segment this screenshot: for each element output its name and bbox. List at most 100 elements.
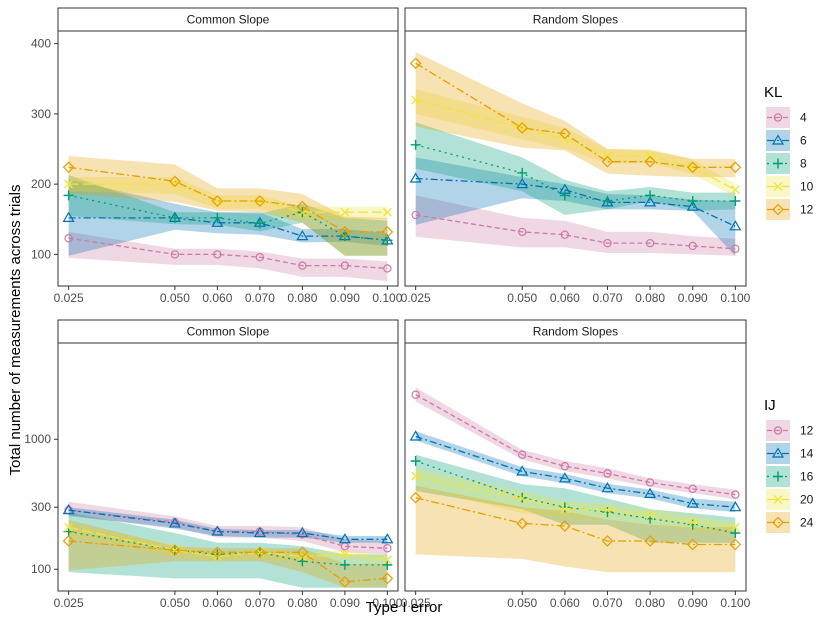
x-tick-label: 0.080	[635, 596, 665, 610]
ribbon-KL-10	[68, 177, 388, 220]
ribbon-KL-12	[415, 52, 736, 178]
point-IJ-14	[296, 526, 309, 538]
point-IJ-16	[410, 456, 421, 467]
point-KL-10	[730, 185, 740, 195]
ribbon-IJ-24	[415, 485, 736, 573]
point-IJ-24	[644, 535, 656, 547]
point-IJ-24	[254, 546, 266, 559]
point-IJ-16	[339, 559, 350, 570]
point-KL-4	[170, 250, 180, 259]
point-IJ-12	[645, 478, 655, 487]
point-KL-4	[383, 264, 392, 273]
point-KL-4	[213, 250, 222, 259]
line-IJ-12	[415, 394, 736, 496]
point-IJ-14	[381, 533, 394, 544]
point-IJ-16	[559, 502, 570, 513]
legend-label: 16	[800, 470, 814, 484]
point-IJ-20	[730, 522, 740, 532]
x-tick-label: 0.070	[245, 291, 275, 305]
y-tick-label: 200	[31, 177, 51, 191]
y-tick-label: 100	[31, 247, 51, 261]
line-KL-4	[68, 237, 388, 270]
point-IJ-12	[731, 490, 740, 499]
panel-title: Common Slope	[187, 13, 270, 27]
ribbon-KL-8	[415, 122, 736, 215]
point-IJ-14	[409, 430, 422, 441]
point-IJ-14	[729, 501, 742, 512]
point-IJ-24	[729, 538, 742, 551]
legend-label: 20	[800, 493, 814, 507]
point-KL-6	[409, 172, 422, 183]
point-IJ-24	[296, 546, 309, 559]
x-tick-label: 0.025	[401, 291, 431, 305]
ribbon-IJ-24	[68, 519, 388, 588]
x-tick-label: 0.080	[287, 596, 317, 610]
y-axis-title: Total number of measurements across tria…	[7, 185, 24, 476]
x-tick-label: 0.060	[202, 596, 232, 610]
line-KL-4	[415, 214, 736, 250]
ribbon-KL-12	[68, 156, 388, 256]
point-IJ-24	[516, 517, 529, 530]
x-axis-title: Type I error	[366, 599, 443, 616]
x-tick-label: 0.070	[245, 596, 275, 610]
line-KL-12	[415, 62, 736, 168]
point-IJ-14	[62, 503, 75, 515]
ribbon-KL-10	[415, 89, 736, 197]
point-IJ-14	[644, 487, 657, 498]
legend-key-marker	[772, 516, 784, 529]
point-KL-12	[211, 195, 224, 207]
panel-title: Random Slopes	[533, 13, 618, 27]
x-tick-label: 0.090	[678, 596, 708, 610]
point-KL-6	[296, 229, 309, 241]
point-IJ-24	[558, 520, 571, 532]
panel-title: Common Slope	[187, 325, 270, 339]
point-KL-8	[212, 212, 223, 223]
point-IJ-14	[253, 526, 266, 538]
legend-title: IJ	[764, 397, 776, 414]
panel-r1-c2: Random Slopes 0.025 0.050 0.060 0.070 0.080 0.…	[401, 7, 751, 305]
point-KL-12	[686, 161, 699, 174]
point-IJ-20	[340, 549, 350, 559]
point-IJ-14	[211, 525, 224, 536]
point-KL-8	[63, 190, 74, 201]
legend-label: 12	[800, 424, 814, 438]
ribbon-KL-6	[415, 157, 736, 256]
point-KL-10	[382, 207, 392, 217]
point-KL-12	[601, 155, 614, 168]
point-IJ-24	[62, 535, 75, 547]
y-tick-label: 300	[31, 107, 51, 121]
point-KL-6	[62, 211, 75, 222]
x-tick-label: 0.050	[160, 596, 190, 610]
point-KL-12	[644, 155, 656, 168]
point-IJ-14	[168, 517, 181, 528]
y-tick-label: 300	[31, 500, 51, 514]
point-IJ-20	[688, 517, 698, 527]
point-KL-10	[64, 179, 74, 189]
x-tick-label: 0.025	[54, 596, 84, 610]
point-IJ-20	[411, 471, 421, 481]
point-IJ-24	[601, 535, 614, 547]
point-IJ-20	[64, 522, 74, 532]
point-IJ-20	[517, 494, 527, 503]
line-IJ-14	[415, 435, 736, 508]
point-IJ-16	[730, 527, 741, 538]
ribbon-IJ-20	[68, 523, 388, 565]
point-KL-4	[560, 230, 570, 239]
panel-r1-c1: Common Slope 0.025 0.050 0.060 0.070 0.080 0.0…	[31, 7, 403, 305]
point-KL-12	[339, 226, 351, 238]
x-tick-label: 0.100	[720, 291, 750, 305]
point-KL-8	[410, 139, 421, 150]
point-KL-6	[211, 216, 224, 227]
point-IJ-20	[645, 510, 655, 520]
legend-label: 8	[800, 157, 807, 171]
x-tick-label: 0.050	[160, 291, 190, 305]
point-KL-12	[558, 127, 571, 140]
legend-key-marker	[773, 113, 783, 122]
point-KL-4	[340, 261, 350, 270]
point-KL-12	[729, 161, 742, 174]
point-KL-4	[645, 238, 655, 248]
point-KL-4	[603, 238, 612, 248]
point-IJ-14	[558, 472, 571, 483]
point-IJ-16	[382, 559, 393, 570]
